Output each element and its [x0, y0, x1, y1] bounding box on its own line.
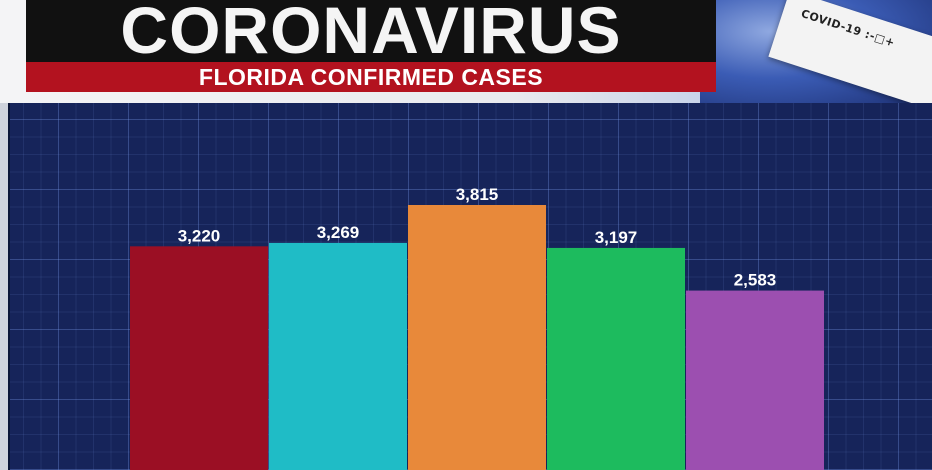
subtitle-block: FLORIDA CONFIRMED CASES — [26, 62, 716, 92]
bar-label-4: 3,197 — [595, 228, 638, 247]
bar-1 — [130, 246, 268, 470]
bar-label-2: 3,269 — [317, 223, 360, 242]
bar-2 — [269, 242, 407, 470]
left-edge — [0, 103, 8, 470]
bar-3 — [408, 205, 546, 470]
bar-label-5: 2,583 — [734, 271, 777, 290]
page-title: CORONAVIRUS — [120, 0, 622, 67]
bar-label-3: 3,815 — [456, 185, 499, 204]
title-block: CORONAVIRUS — [26, 0, 716, 66]
bar-4 — [547, 247, 685, 470]
bar-5 — [686, 290, 824, 470]
page-subtitle: FLORIDA CONFIRMED CASES — [198, 64, 544, 90]
bar-label-1: 3,220 — [178, 226, 221, 245]
